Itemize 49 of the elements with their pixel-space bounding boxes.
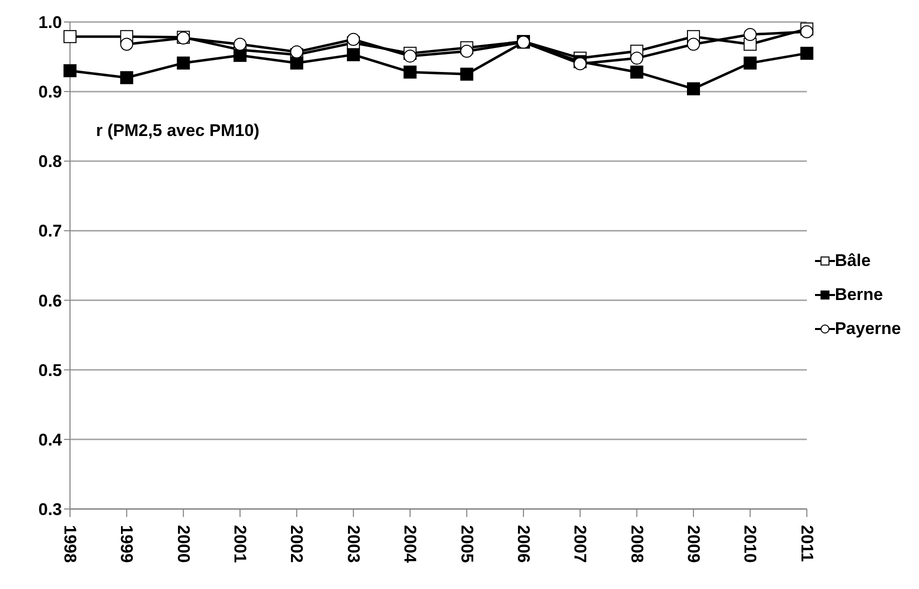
point <box>744 56 757 70</box>
point <box>176 56 190 70</box>
point <box>64 30 76 44</box>
y-tick-label: 0.5 <box>38 360 62 380</box>
y-tick-label: 0.4 <box>38 430 63 450</box>
x-tick-label: 2006 <box>514 525 533 563</box>
y-tick-label: 1.0 <box>38 13 62 32</box>
point <box>64 64 76 78</box>
x-tick-label: 2003 <box>344 525 363 563</box>
legend-label: Payerne <box>834 318 901 338</box>
x-tick-label: 1998 <box>60 525 80 563</box>
point <box>404 50 417 63</box>
point <box>120 71 134 84</box>
point <box>460 44 474 58</box>
point <box>404 66 417 79</box>
point <box>346 32 360 46</box>
point <box>744 28 757 42</box>
point <box>800 46 814 60</box>
annotation: r (PM2,5 avec PM10) <box>96 121 260 141</box>
point <box>686 38 700 51</box>
x-tick-label: 1999 <box>117 525 136 563</box>
x-tick-label: 2011 <box>797 525 816 562</box>
x-tick-label: 2002 <box>287 525 306 563</box>
y-tick-label: 0.6 <box>38 291 62 310</box>
point <box>234 48 247 62</box>
point <box>120 38 134 51</box>
point <box>290 45 304 58</box>
x-tick-label: 2004 <box>400 525 420 564</box>
x-tick-label: 2007 <box>570 525 590 563</box>
y-tick-label: 0.7 <box>38 222 62 241</box>
x-tick-label: 2001 <box>230 525 250 563</box>
x-tick-label: 2010 <box>740 525 760 563</box>
point <box>234 38 247 51</box>
y-tick-label: 0.9 <box>38 82 62 102</box>
legend-label: Bâle <box>834 250 871 270</box>
y-tick-label: 0.3 <box>38 500 62 520</box>
point <box>630 66 644 79</box>
point <box>346 48 360 62</box>
point <box>290 56 304 70</box>
x-tick-label: 2000 <box>174 525 193 563</box>
x-tick-label: 2008 <box>627 525 646 563</box>
point <box>460 68 474 81</box>
legend-label: Berne <box>834 284 884 304</box>
x-tick-label: 2005 <box>457 525 476 563</box>
point <box>630 52 644 65</box>
x-tick-label: 2009 <box>684 525 703 563</box>
y-tick-label: 0.8 <box>38 152 62 172</box>
point <box>686 82 700 96</box>
point <box>800 25 814 38</box>
